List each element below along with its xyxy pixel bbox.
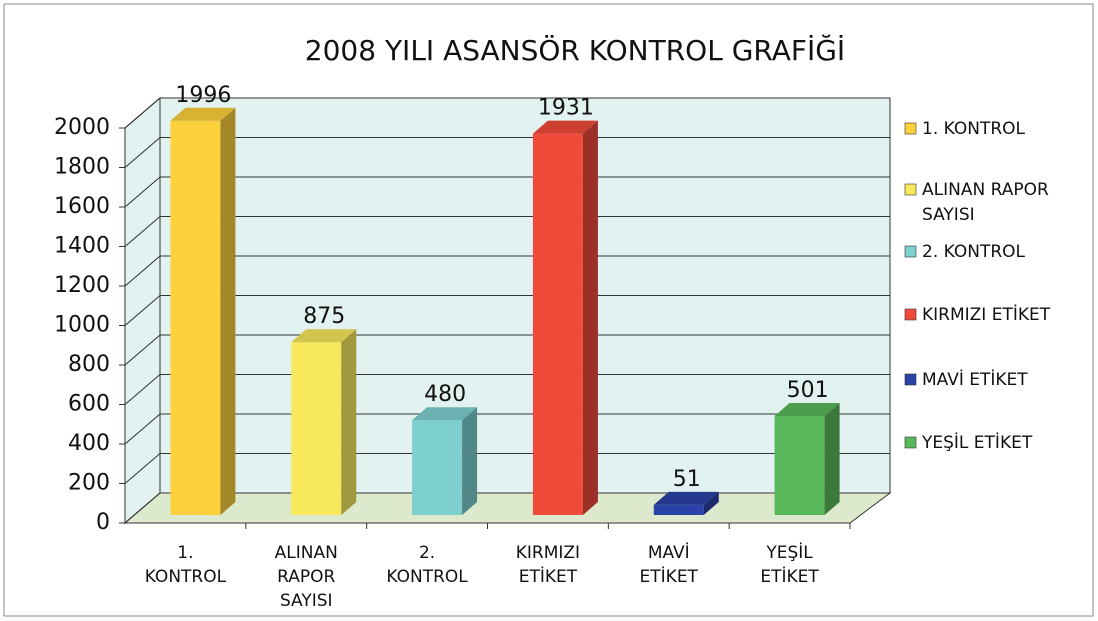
grid-line xyxy=(124,216,161,247)
legend-label: ALINAN RAPOR SAYISI xyxy=(922,180,1049,225)
bar xyxy=(653,504,704,515)
grid-line xyxy=(124,453,161,484)
bar-side xyxy=(462,407,478,515)
legend-swatch xyxy=(904,183,917,196)
bar xyxy=(412,420,463,515)
bar-top xyxy=(532,120,598,134)
legend-label: KIRMIZI ETİKET xyxy=(922,304,1051,325)
data-label: 501 xyxy=(787,378,829,403)
x-tick-label: ALINAN RAPOR SAYISI xyxy=(275,543,338,611)
legend-label: YEŞİL ETİKET xyxy=(921,432,1033,453)
y-tick-label: 0 xyxy=(96,510,110,535)
bar-side xyxy=(824,403,840,515)
y-tick-label: 1400 xyxy=(54,234,110,259)
x-tick-label: YEŞİL ETİKET xyxy=(760,542,819,587)
data-label: 51 xyxy=(673,467,701,492)
y-tick-label: 800 xyxy=(68,352,110,377)
legend-swatch xyxy=(904,308,917,321)
bar-side xyxy=(220,107,236,515)
grid-line xyxy=(124,413,161,445)
bar-side xyxy=(703,491,719,515)
data-label: 1931 xyxy=(538,96,594,121)
legend-swatch xyxy=(904,245,917,258)
grid-line xyxy=(124,97,161,129)
y-tick-label: 2000 xyxy=(54,115,110,140)
legend-swatch xyxy=(904,122,917,135)
bar-side xyxy=(341,329,357,515)
grid-line xyxy=(124,137,161,168)
y-tick-label: 1800 xyxy=(54,155,110,180)
bar-top xyxy=(774,403,840,417)
chart-title: 2008 YILI ASANSÖR KONTROL GRAFİĞİ xyxy=(305,33,845,67)
bar xyxy=(170,120,221,515)
grid-line xyxy=(124,295,161,326)
x-tick-label: 1. KONTROL xyxy=(145,543,227,587)
y-tick-label: 1600 xyxy=(54,194,110,219)
data-label: 875 xyxy=(303,304,345,329)
grid-line xyxy=(124,255,161,287)
data-label: 1996 xyxy=(175,83,231,108)
bar xyxy=(774,416,825,515)
x-tick-label: MAVİ ETİKET xyxy=(640,542,699,587)
bar-top xyxy=(653,491,719,505)
y-tick-label: 600 xyxy=(68,392,110,417)
y-tick-label: 1000 xyxy=(54,313,110,338)
legend-label: 1. KONTROL xyxy=(922,119,1026,139)
bar xyxy=(291,342,342,515)
x-tick-label: KIRMIZI ETİKET xyxy=(516,543,580,587)
legend-label: 2. KONTROL xyxy=(922,242,1026,262)
bar-top xyxy=(412,407,478,421)
legend-label: MAVİ ETİKET xyxy=(922,369,1028,390)
y-tick-label: 400 xyxy=(68,431,110,456)
bar-top xyxy=(170,107,236,121)
grid-line xyxy=(124,374,161,405)
y-tick-label: 200 xyxy=(68,471,110,496)
bar xyxy=(532,133,583,515)
legend-swatch xyxy=(904,436,917,449)
x-tick-label: 2. KONTROL xyxy=(386,543,468,587)
grid-line xyxy=(124,492,161,524)
grid-line xyxy=(124,334,161,366)
y-tick-label: 1200 xyxy=(54,273,110,298)
legend-swatch xyxy=(904,373,917,386)
data-label: 480 xyxy=(424,382,466,407)
grid-line xyxy=(124,176,161,208)
bar-top xyxy=(291,329,357,343)
bar-side xyxy=(582,120,598,515)
